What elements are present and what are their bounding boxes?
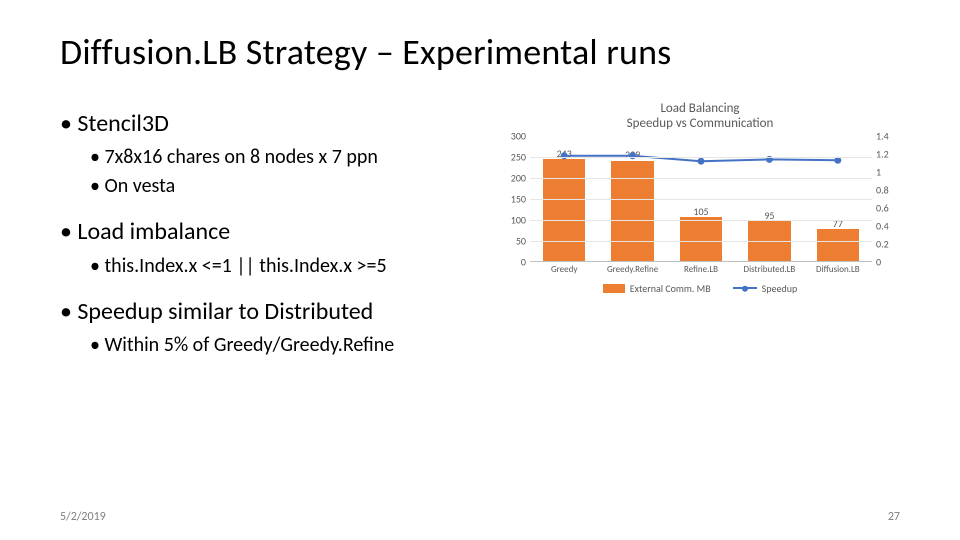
bullet-l2: this.Index.x <=1 || this.Index.x >=5 <box>90 253 490 280</box>
bullet-l1: Load imbalance <box>60 216 490 248</box>
x-tick-label: Distributed.LB <box>735 264 803 276</box>
chart-title-line1: Load Balancing <box>660 101 739 116</box>
legend-bar-label: External Comm. MB <box>630 282 711 295</box>
legend-item-bar: External Comm. MB <box>603 282 711 295</box>
footer: 5/2/2019 27 <box>60 510 900 524</box>
legend-swatch-line <box>733 287 757 289</box>
bullet-l1: Stencil3D <box>60 108 490 140</box>
y-right-tick: 0.2 <box>876 237 900 250</box>
plot: 2432391059577 GreedyGreedy.RefineRefine.… <box>500 136 900 276</box>
y-left-tick: 50 <box>500 234 526 247</box>
footer-page: 27 <box>888 510 900 524</box>
chart-title-line2: Speedup vs Communication <box>627 116 774 131</box>
x-tick-label: Greedy.Refine <box>598 264 666 276</box>
x-tick-label: Refine.LB <box>667 264 735 276</box>
y-right-tick: 0.6 <box>876 201 900 214</box>
y-left-tick: 250 <box>500 150 526 163</box>
bullet-l2: On vesta <box>90 173 490 200</box>
x-axis-labels: GreedyGreedy.RefineRefine.LBDistributed.… <box>530 264 872 276</box>
plot-area: 2432391059577 <box>530 136 872 262</box>
x-tick-label: Diffusion.LB <box>804 264 872 276</box>
slide: Diffusion.LB Strategy – Experimental run… <box>0 0 960 540</box>
bullet-l1: Speedup similar to Distributed <box>60 296 490 328</box>
bullet-l2: Within 5% of Greedy/Greedy.Refine <box>90 332 490 359</box>
chart-container: Load Balancing Speedup vs Communication … <box>490 102 900 361</box>
y-right-tick: 1.4 <box>876 129 900 142</box>
y-left-tick: 150 <box>500 192 526 205</box>
legend-item-line: Speedup <box>733 282 798 295</box>
chart-title: Load Balancing Speedup vs Communication <box>500 102 900 132</box>
y-left-tick: 0 <box>500 255 526 268</box>
y-left-tick: 100 <box>500 213 526 226</box>
y-left-tick: 200 <box>500 171 526 184</box>
footer-date: 5/2/2019 <box>60 510 106 524</box>
legend-swatch-bar <box>603 284 625 293</box>
y-right-tick: 0.4 <box>876 219 900 232</box>
y-right-tick: 0.8 <box>876 183 900 196</box>
y-left-tick: 300 <box>500 129 526 142</box>
x-tick-label: Greedy <box>530 264 598 276</box>
slide-title: Diffusion.LB Strategy – Experimental run… <box>60 30 900 74</box>
legend: External Comm. MB Speedup <box>500 282 900 295</box>
bullet-list: Stencil3D 7x8x16 chares on 8 nodes x 7 p… <box>60 102 490 361</box>
content-row: Stencil3D 7x8x16 chares on 8 nodes x 7 p… <box>60 102 900 361</box>
y-right-tick: 0 <box>876 255 900 268</box>
bullet-l2: 7x8x16 chares on 8 nodes x 7 ppn <box>90 144 490 171</box>
chart: Load Balancing Speedup vs Communication … <box>500 102 900 361</box>
legend-line-label: Speedup <box>762 282 798 295</box>
y-right-tick: 1 <box>876 165 900 178</box>
y-right-tick: 1.2 <box>876 147 900 160</box>
